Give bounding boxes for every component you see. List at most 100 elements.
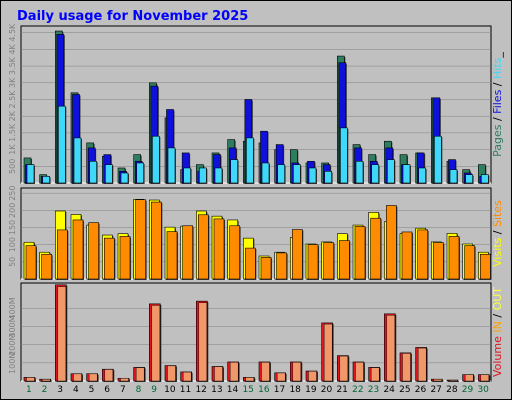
x-tick-day: 25 [399, 385, 410, 395]
x-tick-day: 8 [136, 385, 142, 395]
bar-hits [465, 174, 473, 184]
panel-mid-legend-label: Visits / Sites [491, 200, 504, 267]
bar-volume-in [104, 369, 114, 382]
panel-mid-y-tick: 250 [8, 186, 17, 201]
bar-sites [213, 218, 225, 280]
bar-hits [308, 167, 317, 184]
bar-sites [386, 205, 397, 280]
bar-sites [88, 222, 99, 280]
bar-hits [387, 159, 395, 184]
bar-hits [73, 137, 82, 184]
legend-part: / [491, 310, 504, 321]
panel-mid-y-tick: 50 [8, 257, 17, 267]
bar-volume-in [88, 373, 98, 382]
bar-hits [418, 167, 426, 184]
panel-bottom-y-tick: 200M [8, 334, 17, 356]
bar-sites [292, 229, 303, 280]
legend-part: / [491, 79, 504, 90]
bar-volume-in [323, 323, 333, 382]
bar-sites [198, 214, 209, 280]
bar-sites [135, 199, 146, 280]
bar-hits [355, 160, 364, 184]
bar-sites [307, 244, 319, 280]
panel-top-y-tick: 3K [8, 77, 17, 88]
x-tick-day: 2 [42, 385, 48, 395]
x-tick-day: 23 [368, 385, 379, 395]
x-tick-day: 15 [242, 385, 253, 395]
bar-volume-shadow [448, 381, 459, 382]
bar-hits [293, 164, 301, 184]
bar-volume-in [292, 362, 302, 382]
x-tick-day: 6 [104, 385, 110, 395]
bar-volume-in [73, 373, 82, 382]
bar-sites [104, 237, 115, 280]
bar-sites [276, 252, 287, 280]
legend-part: Pages [491, 124, 504, 157]
bar-hits [58, 105, 66, 184]
bar-sites [151, 201, 162, 280]
bar-volume-in [41, 379, 51, 382]
legend-part: OUT [491, 287, 504, 311]
bar-volume-in [261, 362, 270, 382]
bar-hits [402, 164, 411, 184]
bar-sites [166, 231, 178, 280]
x-tick-day: 29 [462, 385, 474, 395]
bar-volume-in [370, 367, 380, 382]
bar-volume-in [417, 347, 427, 382]
panel-top-y-tick: 1.5K [8, 123, 17, 142]
panel-bottom-frame [20, 282, 492, 382]
legend-part: Hits [491, 57, 504, 79]
bar-volume-in [245, 377, 255, 382]
legend-part: / [491, 227, 504, 238]
x-tick-day: 9 [151, 385, 157, 395]
bar-sites [464, 245, 475, 280]
legend-part: Sites [491, 200, 504, 227]
legend-part: / [491, 114, 504, 125]
bar-volume-in [198, 302, 208, 382]
panel-top-y-tick: 2K [8, 110, 17, 121]
bar-volume-in [402, 353, 411, 382]
bar-volume-in [449, 379, 458, 382]
bar-sites [448, 236, 460, 280]
panel-mid-y-tick: 100 [8, 237, 17, 252]
bar-sites [401, 231, 413, 280]
bar-hits [26, 164, 35, 184]
bar-hits [277, 164, 285, 184]
bar-sites [41, 253, 52, 280]
bar-hits [481, 174, 489, 184]
x-tick-day: 22 [352, 385, 363, 395]
panel-top-y-tick: 500 [8, 159, 17, 174]
bar-volume-in [480, 374, 490, 382]
panel-top-y-tick: 1K [8, 144, 17, 155]
bar-hits [136, 162, 144, 184]
bar-sites [72, 219, 84, 280]
x-tick-day: 17 [274, 385, 285, 395]
panel-top-y-tick: 4.5K [8, 23, 17, 42]
panel-top-y-tick: 3.5K [8, 56, 17, 75]
x-tick-day: 21 [336, 385, 347, 395]
bar-hits [434, 135, 442, 184]
panel-top-y-tick: 2.5K [8, 90, 17, 109]
bar-sites [354, 226, 366, 280]
bar-volume-in [339, 355, 349, 382]
legend-part: Volume [491, 336, 504, 377]
bar-hits [340, 127, 348, 184]
bar-hits [261, 162, 270, 184]
panel-top-frame [20, 25, 492, 184]
bar-volume-in [214, 366, 223, 382]
x-tick-day: 14 [227, 385, 239, 395]
bar-hits [42, 176, 50, 184]
x-tick-day: 18 [289, 385, 301, 395]
bar-hits [246, 137, 254, 184]
bar-hits [167, 147, 176, 184]
bar-volume-in [167, 365, 176, 382]
bar-volume-in [308, 371, 317, 382]
panel-top-y-tick: 4K [8, 43, 17, 54]
bar-hits [230, 159, 238, 184]
bar-volume-in [229, 362, 239, 382]
x-tick-day: 10 [164, 385, 176, 395]
legend-part: IN [491, 321, 504, 332]
bar-hits [214, 167, 223, 184]
bar-hits [152, 135, 160, 184]
